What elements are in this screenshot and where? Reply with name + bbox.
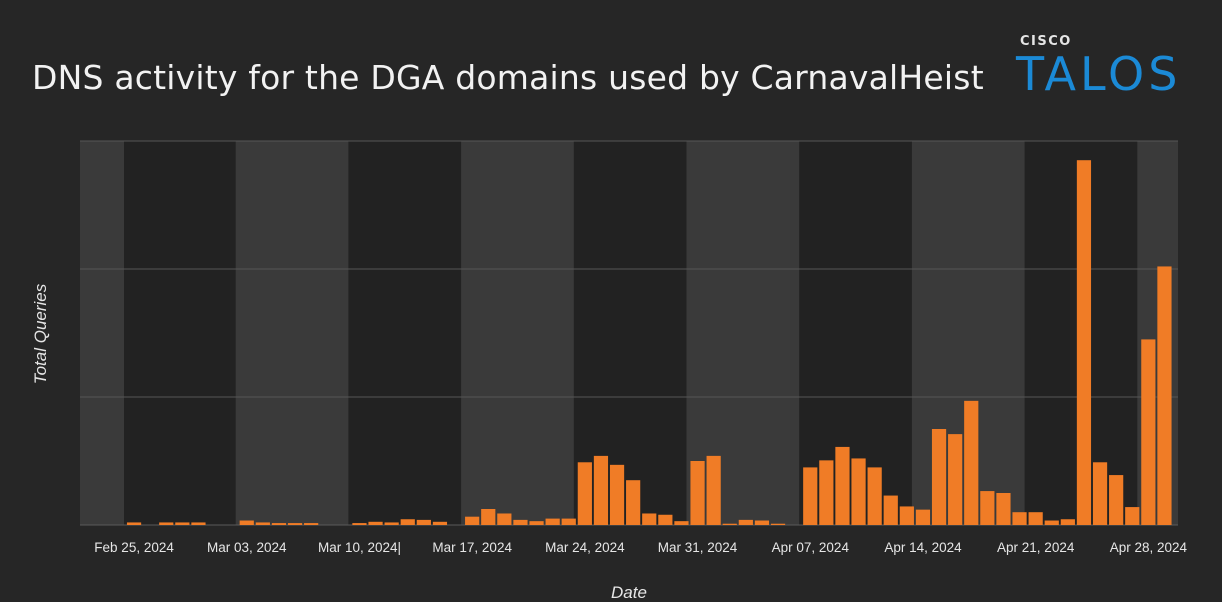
logo-cisco-text: CISCO [1020,34,1072,49]
x-tick-label: Apr 28, 2024 [1110,540,1188,555]
bar [159,522,174,525]
bar [948,434,963,525]
bar [577,462,592,525]
week-band [80,141,124,525]
x-tick-labels: Feb 25, 2024 Mar 03, 2024 Mar 10, 2024| Mar… [94,540,1187,555]
bar [465,516,480,525]
bar [513,519,528,525]
bar [867,467,882,525]
bar [1044,520,1059,525]
bar [915,509,931,525]
x-tick-label: Mar 03, 2024 [207,540,287,555]
bar [175,522,190,525]
bar [368,521,383,525]
bar [1076,160,1092,525]
week-band [235,141,349,525]
x-tick-label: Apr 07, 2024 [772,540,850,555]
bar [1060,519,1075,525]
bar [931,429,947,525]
bar [964,400,979,525]
bar [593,455,609,525]
bar [1157,266,1172,525]
bar [754,520,770,525]
bars [126,160,1172,525]
bar [1092,462,1108,525]
logo-talos-text: TALOS [1016,47,1182,101]
bar [239,520,254,525]
week-bands [80,141,1178,525]
cisco-talos-logo: CISCO TALOS [1016,32,1201,104]
bar [1028,512,1043,525]
bar [545,518,560,525]
bar [883,495,898,525]
bar [851,458,866,525]
bar [1141,339,1156,525]
bar [384,522,399,525]
bar [819,460,834,525]
bar [529,521,544,525]
bar [497,513,512,525]
bar [352,523,367,525]
x-tick-label: Mar 31, 2024 [658,540,738,555]
bar [126,522,142,525]
bar [1012,512,1027,525]
bar [191,522,206,525]
y-axis-title: Total Queries [31,283,50,384]
bar [287,523,303,525]
bar [626,480,641,525]
bar [1125,507,1140,525]
x-tick-label: Apr 14, 2024 [884,540,962,555]
bar [674,521,689,525]
bar [304,523,319,525]
bar [561,518,576,525]
bar [835,446,850,525]
bar [996,493,1011,525]
bar [416,519,431,525]
bar [803,467,818,525]
week-band [686,141,800,525]
bar [400,519,415,525]
week-band [461,141,574,525]
bar [658,514,673,525]
bar [770,523,786,525]
chart-title: DNS activity for the DGA domains used by… [32,58,984,97]
bar [481,509,496,525]
x-tick-label: Apr 21, 2024 [997,540,1075,555]
bar [738,519,753,525]
bar [609,464,625,525]
bar [255,522,270,525]
bar [980,491,995,525]
bar [722,523,737,525]
x-tick-label: Mar 10, 2024| [318,540,401,555]
bar [432,521,448,525]
x-tick-label: Feb 25, 2024 [94,540,174,555]
bar [706,455,721,525]
x-axis-title: Date [611,583,647,602]
bar [899,506,914,525]
x-tick-label: Mar 17, 2024 [432,540,512,555]
bar [1109,475,1124,525]
bar [642,513,657,525]
bar [690,461,705,525]
bar [271,523,287,525]
x-tick-label: Mar 24, 2024 [545,540,625,555]
